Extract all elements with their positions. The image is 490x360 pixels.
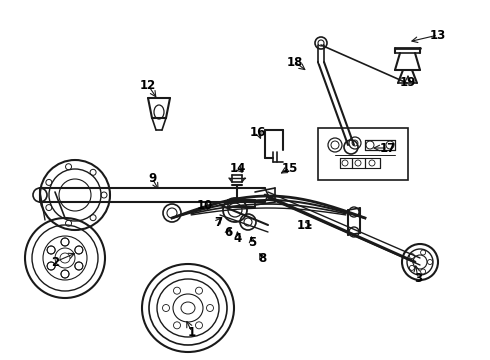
Text: 11: 11 bbox=[297, 219, 313, 231]
Text: 8: 8 bbox=[258, 252, 266, 265]
Circle shape bbox=[61, 238, 69, 246]
Circle shape bbox=[47, 262, 55, 270]
Text: 9: 9 bbox=[148, 171, 156, 185]
Text: 19: 19 bbox=[400, 76, 416, 89]
Bar bbox=[318, 128, 408, 180]
Text: 13: 13 bbox=[430, 28, 446, 41]
Circle shape bbox=[75, 262, 83, 270]
Text: 17: 17 bbox=[380, 141, 396, 154]
Text: 15: 15 bbox=[282, 162, 298, 175]
Circle shape bbox=[47, 246, 55, 254]
Text: 18: 18 bbox=[287, 55, 303, 68]
Text: 3: 3 bbox=[414, 271, 422, 284]
Text: 5: 5 bbox=[248, 235, 256, 248]
Circle shape bbox=[75, 246, 83, 254]
Text: 7: 7 bbox=[214, 216, 222, 229]
Text: 14: 14 bbox=[230, 162, 246, 175]
Circle shape bbox=[61, 270, 69, 278]
Text: 2: 2 bbox=[51, 256, 59, 269]
Text: 10: 10 bbox=[197, 198, 213, 212]
Text: 1: 1 bbox=[188, 325, 196, 338]
Text: 16: 16 bbox=[250, 126, 266, 139]
Text: 6: 6 bbox=[224, 226, 232, 239]
Text: 4: 4 bbox=[234, 231, 242, 244]
Text: 12: 12 bbox=[140, 78, 156, 91]
